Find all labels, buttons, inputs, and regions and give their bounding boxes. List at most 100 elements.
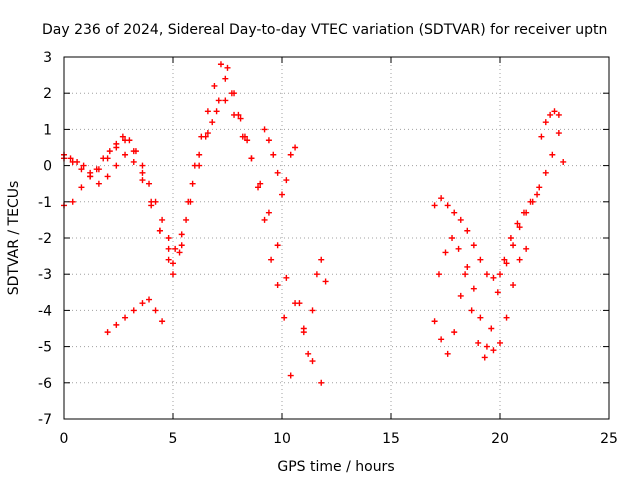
data-point: [438, 195, 445, 202]
data-point: [104, 329, 111, 336]
data-point: [257, 180, 264, 187]
data-point: [265, 137, 272, 144]
data-point: [139, 177, 146, 184]
data-point: [113, 321, 120, 328]
data-point: [536, 184, 543, 191]
data-point: [470, 285, 477, 292]
data-point: [248, 155, 255, 162]
data-point: [560, 158, 567, 165]
data-point: [213, 108, 220, 115]
data-point: [444, 350, 451, 357]
data-point: [189, 180, 196, 187]
data-point: [287, 151, 294, 158]
data-point: [318, 256, 325, 263]
data-point: [95, 180, 102, 187]
data-point: [555, 130, 562, 137]
data-point: [497, 271, 503, 278]
data-point: [244, 137, 251, 144]
data-point: [516, 256, 523, 263]
data-point: [534, 191, 541, 198]
x-tick-label: 10: [273, 431, 291, 447]
y-tick-label: -3: [38, 267, 52, 283]
series-trace-e: [261, 126, 299, 198]
data-point: [204, 108, 211, 115]
x-tick-label: 5: [169, 431, 178, 447]
y-tick-label: 2: [43, 86, 52, 102]
data-point: [444, 202, 451, 209]
data-point: [130, 307, 137, 314]
data-point: [503, 314, 510, 321]
data-point: [449, 235, 456, 241]
data-point: [146, 296, 153, 303]
data-point: [261, 216, 268, 223]
data-point: [67, 155, 74, 162]
y-tick-label: -1: [38, 195, 52, 211]
data-point: [477, 314, 484, 321]
data-point: [516, 224, 523, 231]
data-point: [196, 162, 203, 169]
data-point: [222, 97, 229, 104]
data-point: [146, 180, 153, 187]
data-point: [490, 274, 497, 281]
data-point: [287, 372, 294, 379]
data-point: [283, 177, 290, 184]
data-point: [510, 242, 517, 249]
data-point: [122, 314, 129, 321]
x-tick-label: 25: [600, 431, 618, 447]
data-point: [490, 347, 497, 354]
data-point: [292, 144, 299, 151]
data-point: [551, 108, 558, 115]
y-tick-label: -7: [38, 412, 52, 428]
series-trace-b: [61, 61, 251, 252]
data-point: [468, 307, 475, 314]
data-point: [514, 220, 521, 227]
data-point: [132, 148, 139, 155]
data-point: [222, 75, 229, 82]
data-point: [265, 209, 272, 216]
data-point: [523, 245, 530, 252]
data-point: [455, 245, 462, 252]
data-point: [279, 191, 285, 198]
chart-title: Day 236 of 2024, Sidereal Day-to-day VTE…: [42, 22, 607, 38]
data-point: [309, 358, 316, 365]
y-tick-label: -6: [38, 376, 52, 392]
data-point: [451, 329, 458, 336]
y-tick-label: 3: [43, 50, 52, 66]
data-point: [300, 325, 307, 332]
data-point: [69, 198, 76, 205]
y-tick-label: 1: [43, 122, 52, 138]
data-point: [122, 151, 129, 158]
data-point: [69, 158, 76, 165]
data-point: [451, 209, 458, 216]
data-point: [510, 282, 517, 289]
data-point: [274, 242, 281, 249]
data-point: [231, 90, 238, 97]
data-point: [313, 271, 320, 278]
data-point: [187, 198, 194, 205]
data-point: [78, 184, 85, 191]
y-tick-label: -4: [38, 303, 52, 319]
data-point: [159, 216, 166, 223]
data-point: [139, 169, 146, 176]
series-trace-f: [296, 256, 329, 357]
data-point: [178, 242, 185, 249]
data-point: [255, 184, 262, 191]
data-point: [113, 162, 120, 169]
data-point: [318, 379, 325, 386]
tick-labels: 0 5 10 15 20 25 -7 -6 -5 -4 -3 -2 -1 0 1 2 3: [38, 50, 618, 447]
data-point: [488, 325, 495, 332]
data-point: [211, 82, 218, 89]
y-tick-label: -2: [38, 231, 52, 247]
data-point: [527, 198, 534, 205]
data-point: [239, 133, 246, 140]
series-trace-h: [431, 245, 530, 357]
data-point: [170, 260, 176, 267]
data-point: [196, 151, 203, 158]
data-point: [305, 350, 312, 357]
data-point: [78, 166, 85, 173]
data-point: [438, 336, 445, 343]
data-point: [470, 242, 477, 249]
data-point: [165, 256, 172, 263]
data-point: [100, 155, 107, 162]
